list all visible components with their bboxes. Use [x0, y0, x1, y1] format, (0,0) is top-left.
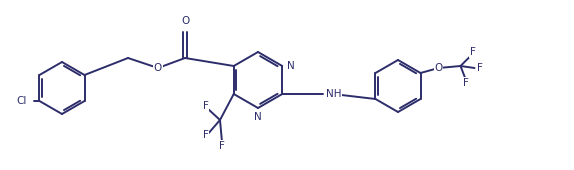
Text: N: N: [254, 112, 262, 122]
Text: NH: NH: [326, 89, 342, 99]
Text: F: F: [219, 141, 225, 151]
Text: F: F: [476, 63, 482, 73]
Text: Cl: Cl: [16, 96, 26, 106]
Text: F: F: [203, 130, 209, 140]
Text: O: O: [435, 63, 443, 73]
Text: F: F: [470, 47, 475, 57]
Text: F: F: [463, 78, 468, 88]
Text: N: N: [287, 61, 295, 71]
Text: O: O: [181, 16, 189, 26]
Text: O: O: [154, 63, 162, 73]
Text: F: F: [203, 101, 209, 111]
